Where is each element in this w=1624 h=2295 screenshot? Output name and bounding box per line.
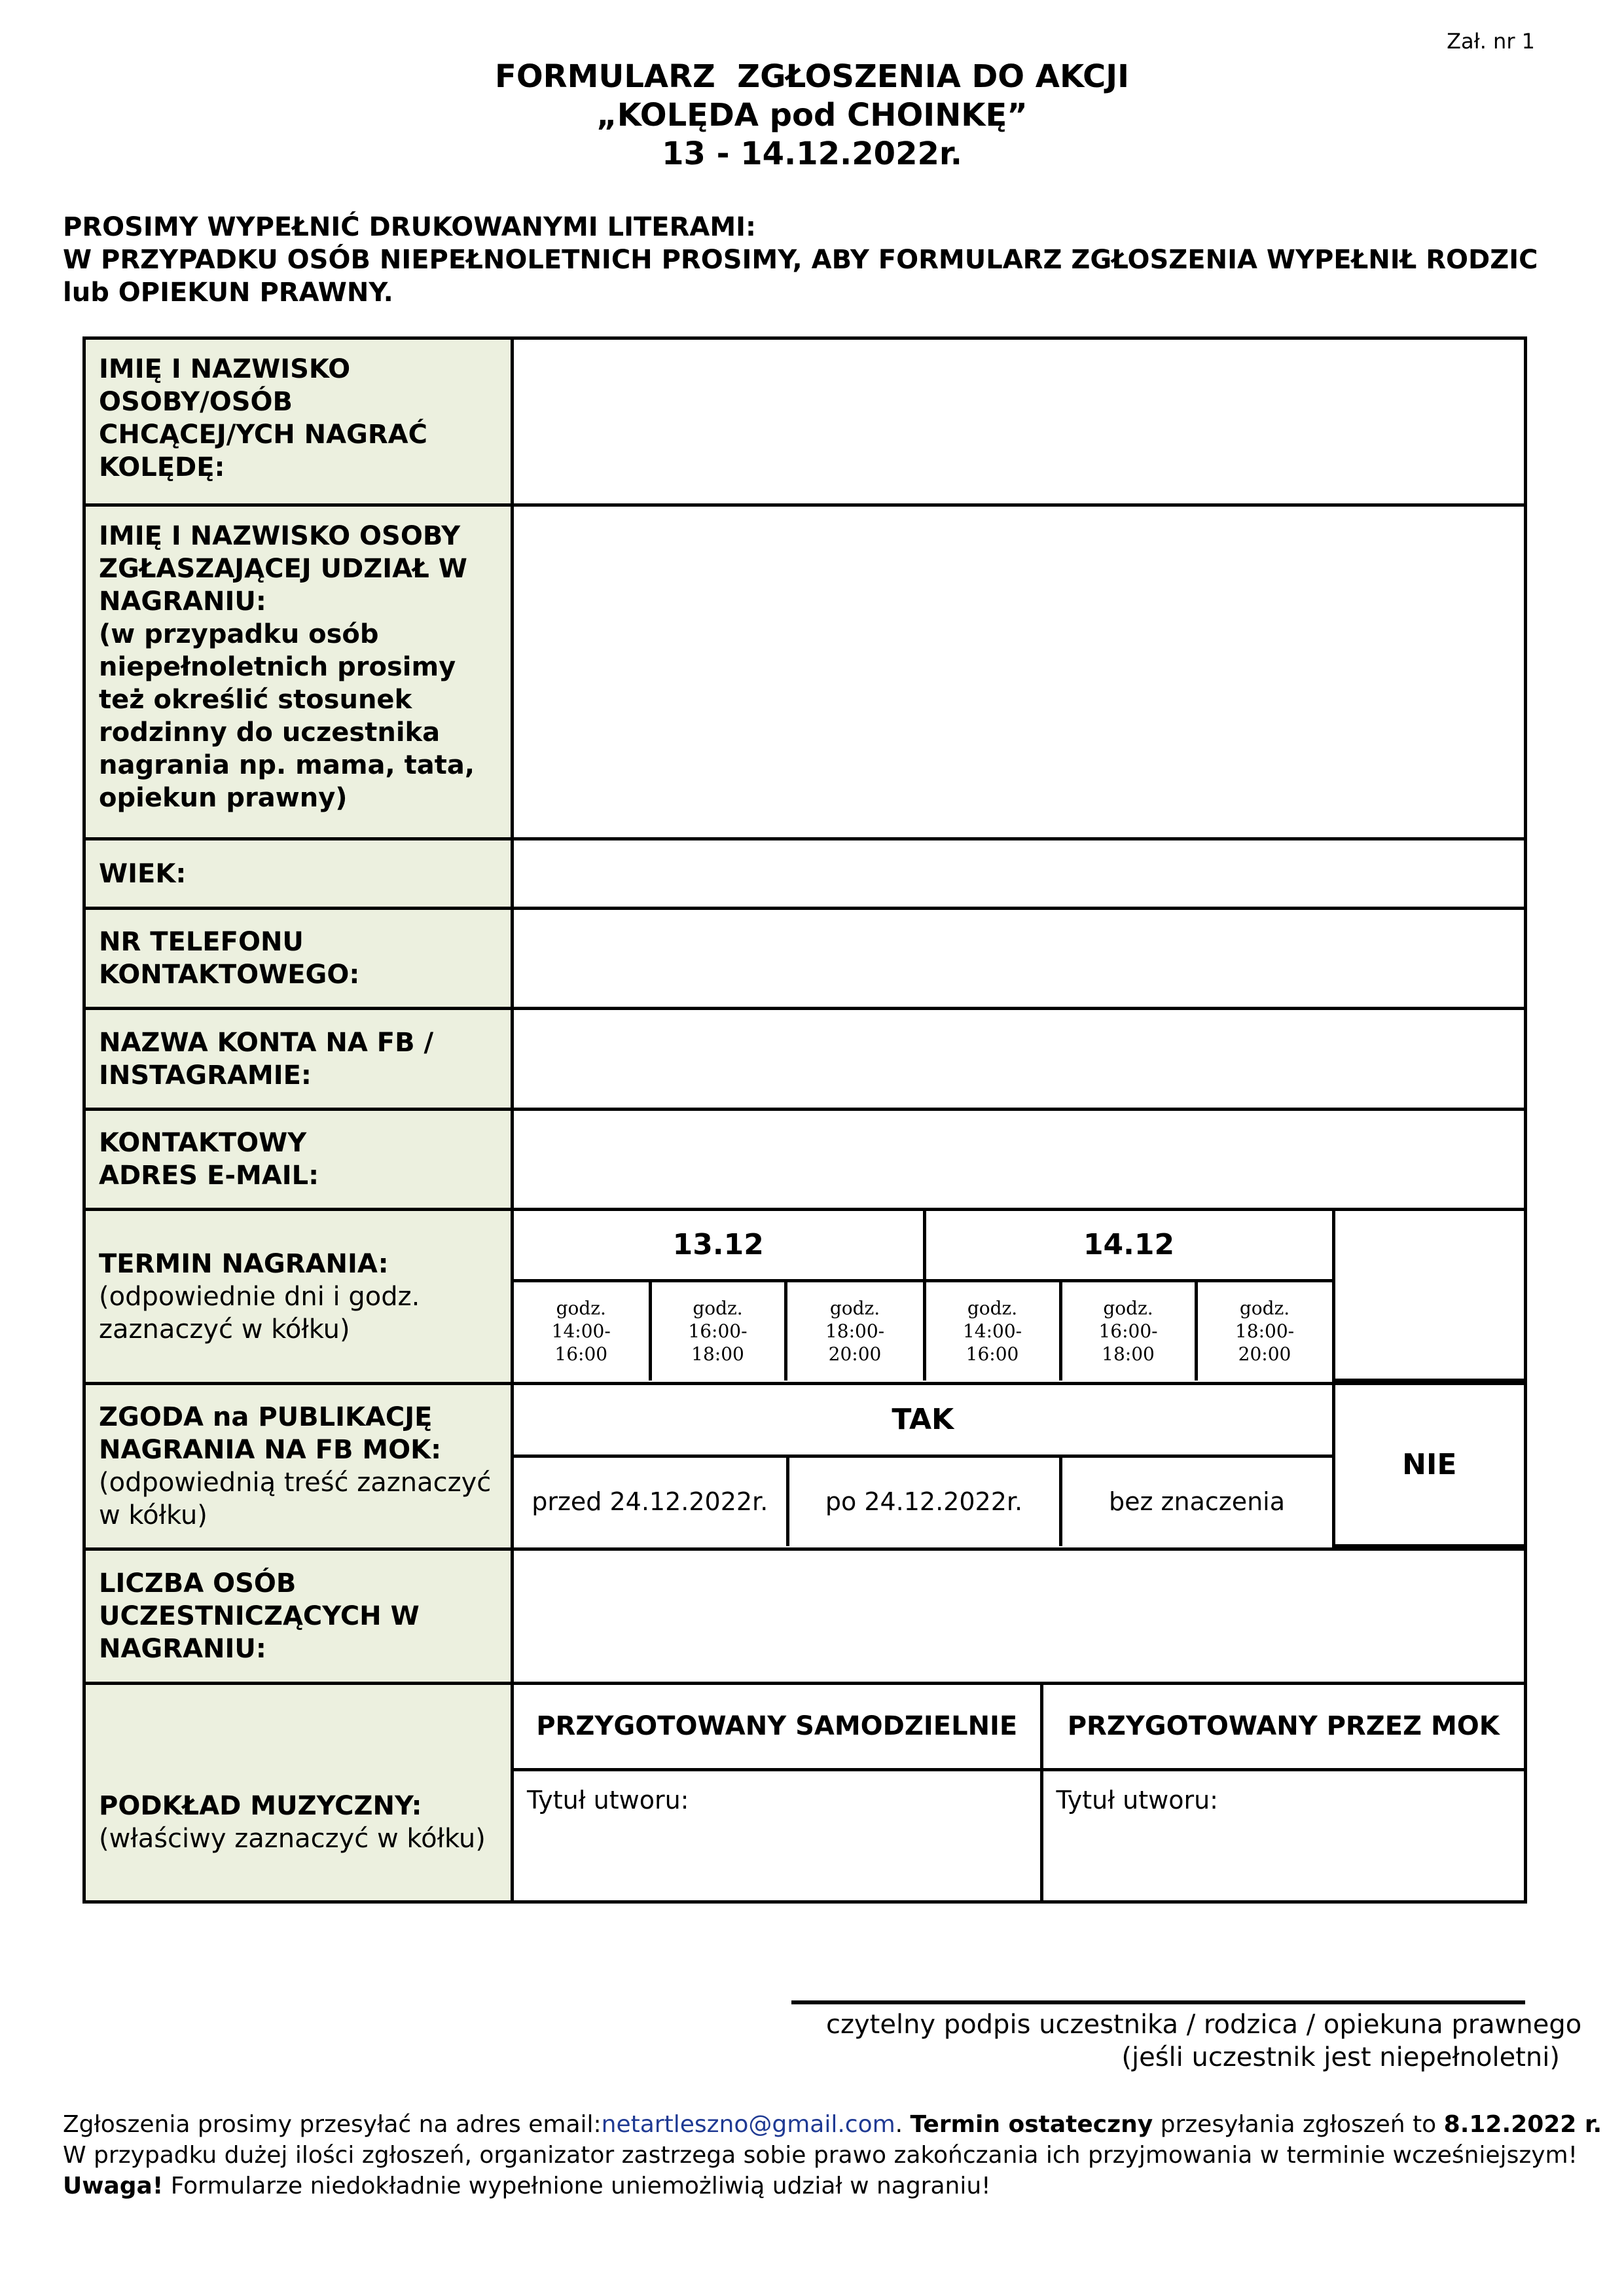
page-title: FORMULARZ ZGŁOSZENIA DO AKCJI „KOLĘDA po… — [0, 58, 1624, 173]
footer-text: przesyłania zgłoszeń to — [1153, 2111, 1444, 2138]
slot-13-16-18[interactable]: godz. 16:00- 18:00 — [648, 1278, 787, 1381]
email-link[interactable]: netartleszno@gmail.com — [601, 2111, 895, 2138]
email-field[interactable] — [511, 1108, 1527, 1211]
age-field[interactable] — [511, 837, 1527, 910]
footer-text: . — [895, 2111, 911, 2138]
slot-14-14-16[interactable]: godz. 14:00- 16:00 — [922, 1278, 1062, 1381]
slot-text: 16:00 — [965, 1343, 1019, 1365]
instructions-line-2: W PRZYPADKU OSÓB NIEPEŁNOLETNICH PROSIMY… — [63, 245, 1538, 275]
backing-mok[interactable]: PRZYGOTOWANY PRZEZ MOK — [1039, 1685, 1524, 1771]
instructions-line-3: lub OPIEKUN PRAWNY. — [63, 278, 393, 308]
social-label: NAZWA KONTA NA FB / INSTAGRAMIE: — [82, 1007, 514, 1111]
term-label-cell: TERMIN NAGRANIA: (odpowiednie dni i godz… — [82, 1208, 514, 1385]
instructions: PROSIMY WYPEŁNIĆ DRUKOWANYMI LITERAMI: W… — [63, 211, 1538, 309]
footer-text: Zgłoszenia prosimy przesyłać na adres em… — [63, 2111, 602, 2138]
applicant-field[interactable] — [511, 503, 1527, 840]
deadline-date: 8.12.2022 r. — [1443, 2111, 1602, 2138]
social-field[interactable] — [511, 1007, 1527, 1111]
slot-text: 16:00 — [554, 1343, 608, 1365]
row-backing: PODKŁAD MUZYCZNY: (właściwy zaznaczyć w … — [82, 1682, 1527, 1904]
consent-no-matter[interactable]: bez znaczenia — [1058, 1454, 1335, 1546]
slot-13-18-20[interactable]: godz. 18:00- 20:00 — [784, 1278, 926, 1381]
participants-field[interactable] — [511, 1547, 1527, 1685]
slot-text: 18:00 — [1102, 1343, 1155, 1365]
applicant-label: IMIĘ I NAZWISKO OSOBY ZGŁASZAJĄCEJ UDZIA… — [99, 521, 467, 617]
warning-label: Uwaga! — [63, 2173, 164, 2199]
row-name: IMIĘ I NAZWISKO OSOBY/OSÓB CHCĄCEJ/YCH N… — [82, 336, 1527, 507]
consent-before-24-12[interactable]: przed 24.12.2022r. — [514, 1454, 789, 1546]
term-grid: 13.12 14.12 godz. 14:00- 16:00 godz. 16:00-… — [514, 1211, 1524, 1382]
phone-label: NR TELEFONU KONTAKTOWEGO: — [82, 907, 514, 1010]
term-note: (odpowiednie dni i godz. zaznaczyć w kół… — [99, 1281, 420, 1345]
name-field[interactable] — [511, 336, 1527, 507]
age-label: WIEK: — [82, 837, 514, 910]
slot-text: godz. — [556, 1297, 606, 1319]
signature-caption-note: (jeśli uczestnik jest niepełnoletni) — [1121, 2042, 1560, 2072]
slot-text: godz. — [967, 1297, 1018, 1319]
title-line-2: „KOLĘDA pod CHOINKĘ” — [596, 97, 1028, 134]
slot-text: 14:00- — [551, 1320, 611, 1342]
day-14-12: 14.12 — [922, 1211, 1335, 1282]
backing-label-cell: PODKŁAD MUZYCZNY: (właściwy zaznaczyć w … — [82, 1682, 514, 1904]
warning-text: Formularze niedokładnie wypełnione uniem… — [163, 2173, 991, 2199]
consent-after-24-12[interactable]: po 24.12.2022r. — [785, 1454, 1062, 1546]
footer: Zgłoszenia prosimy przesyłać na adres em… — [63, 2109, 1602, 2201]
footer-line-1: Zgłoszenia prosimy przesyłać na adres em… — [63, 2109, 1602, 2140]
applicant-note: (w przypadku osób niepełnoletnich prosim… — [99, 619, 475, 813]
slot-text: 14:00- — [962, 1320, 1022, 1342]
instructions-line-1: PROSIMY WYPEŁNIĆ DRUKOWANYMI LITERAMI: — [63, 212, 757, 242]
slot-14-18-20[interactable]: godz. 18:00- 20:00 — [1194, 1278, 1335, 1381]
slot-text: 18:00- — [1235, 1320, 1295, 1342]
slot-13-14-16[interactable]: godz. 14:00- 16:00 — [514, 1278, 652, 1381]
term-extra-cell — [1331, 1211, 1524, 1382]
footer-line-3: Uwaga! Formularze niedokładnie wypełnion… — [63, 2171, 1602, 2201]
title-line-3: 13 - 14.12.2022r. — [662, 136, 962, 172]
deadline-label: Termin ostateczny — [910, 2111, 1153, 2138]
backing-label: PODKŁAD MUZYCZNY: — [99, 1790, 422, 1821]
row-social: NAZWA KONTA NA FB / INSTAGRAMIE: — [82, 1007, 1527, 1111]
signature-line[interactable] — [791, 2000, 1525, 2004]
slot-text: godz. — [693, 1297, 743, 1319]
participants-label: LICZBA OSÓB UCZESTNICZĄCYCH W NAGRANIU: — [82, 1547, 514, 1685]
row-email: KONTAKTOWY ADRES E-MAIL: — [82, 1108, 1527, 1211]
consent-note: (odpowiednią treść zaznaczyć w kółku) — [99, 1468, 492, 1530]
title-line-1: FORMULARZ ZGŁOSZENIA DO AKCJI — [495, 58, 1129, 95]
slot-text: 20:00 — [1238, 1343, 1291, 1365]
row-participants: LICZBA OSÓB UCZESTNICZĄCYCH W NAGRANIU: — [82, 1547, 1527, 1685]
term-label: TERMIN NAGRANIA: — [99, 1248, 389, 1279]
row-age: WIEK: — [82, 837, 1527, 910]
slot-text: godz. — [1239, 1297, 1290, 1319]
consent-grid: TAK NIE przed 24.12.2022r. po 24.12.2022… — [514, 1385, 1524, 1547]
phone-field[interactable] — [511, 907, 1527, 1010]
slot-text: 16:00- — [1098, 1320, 1158, 1342]
mok-title-field[interactable]: Tytuł utworu: — [1039, 1767, 1524, 1900]
slot-text: 18:00- — [825, 1320, 885, 1342]
row-applicant: IMIĘ I NAZWISKO OSOBY ZGŁASZAJĄCEJ UDZIA… — [82, 503, 1527, 840]
row-consent: ZGODA na PUBLIKACJĘ NAGRANIA NA FB MOK: … — [82, 1382, 1527, 1551]
row-phone: NR TELEFONU KONTAKTOWEGO: — [82, 907, 1527, 1010]
attachment-label: Zał. nr 1 — [1447, 29, 1535, 54]
email-label: KONTAKTOWY ADRES E-MAIL: — [82, 1108, 514, 1211]
row-term: TERMIN NAGRANIA: (odpowiednie dni i godz… — [82, 1208, 1527, 1385]
consent-label: ZGODA na PUBLIKACJĘ NAGRANIA NA FB MOK: — [99, 1402, 442, 1465]
day-13-12: 13.12 — [514, 1211, 926, 1282]
signature-caption: czytelny podpis uczestnika / rodzica / o… — [826, 2010, 1582, 2040]
own-title-field[interactable]: Tytuł utworu: — [514, 1767, 1043, 1900]
slot-text: godz. — [829, 1297, 880, 1319]
consent-no[interactable]: NIE — [1331, 1385, 1524, 1547]
consent-yes[interactable]: TAK — [514, 1385, 1335, 1458]
slot-text: 16:00- — [688, 1320, 748, 1342]
applicant-label-cell: IMIĘ I NAZWISKO OSOBY ZGŁASZAJĄCEJ UDZIA… — [82, 503, 514, 840]
application-form: IMIĘ I NAZWISKO OSOBY/OSÓB CHCĄCEJ/YCH N… — [82, 336, 1527, 1904]
consent-label-cell: ZGODA na PUBLIKACJĘ NAGRANIA NA FB MOK: … — [82, 1382, 514, 1551]
footer-line-2: W przypadku dużej ilości zgłoszeń, organ… — [63, 2142, 1578, 2169]
slot-14-16-18[interactable]: godz. 16:00- 18:00 — [1058, 1278, 1198, 1381]
backing-note: (właściwy zaznaczyć w kółku) — [99, 1823, 486, 1854]
name-label: IMIĘ I NAZWISKO OSOBY/OSÓB CHCĄCEJ/YCH N… — [82, 336, 514, 507]
backing-grid: PRZYGOTOWANY SAMODZIELNIE PRZYGOTOWANY P… — [514, 1685, 1524, 1900]
slot-text: 18:00 — [691, 1343, 744, 1365]
slot-text: godz. — [1103, 1297, 1153, 1319]
slot-text: 20:00 — [828, 1343, 882, 1365]
backing-own[interactable]: PRZYGOTOWANY SAMODZIELNIE — [514, 1685, 1043, 1771]
